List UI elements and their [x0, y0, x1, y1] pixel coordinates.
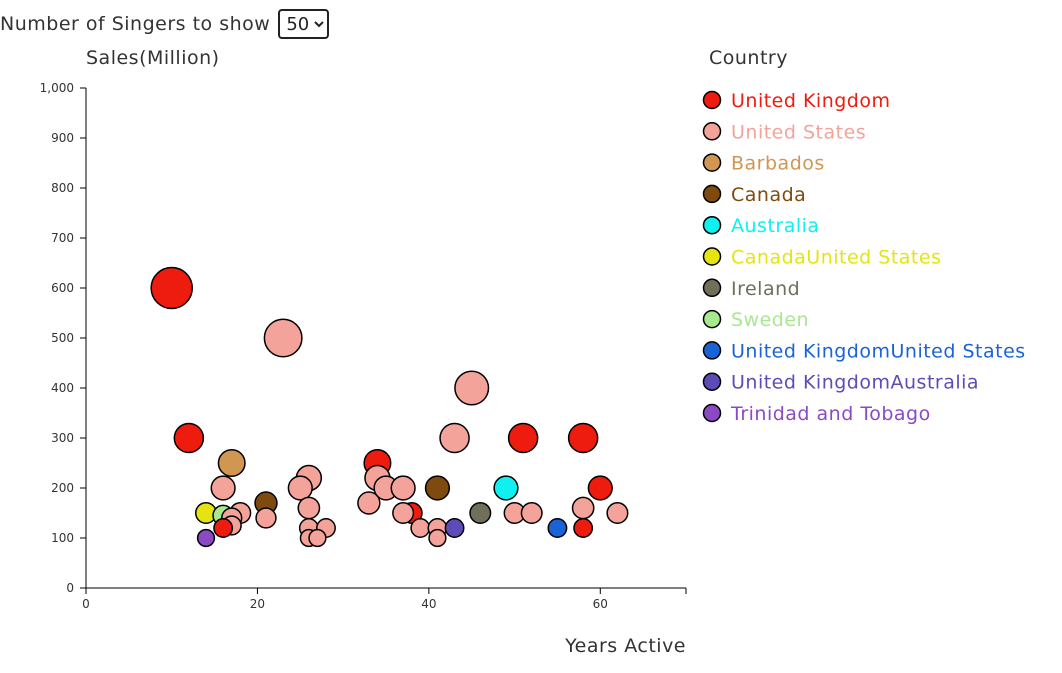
data-point[interactable]: [606, 501, 629, 525]
data-point[interactable]: [444, 518, 465, 538]
x-axis-title: Years Active: [564, 635, 686, 657]
y-axis: 0 100 200 300 400 500 600 700 800 900 1,000: [40, 81, 87, 595]
x-axis: 0 20 40 60: [82, 587, 687, 611]
x-tick-label: 0: [82, 597, 90, 611]
data-point[interactable]: [150, 266, 194, 310]
legend-swatch: [702, 309, 722, 329]
singers-count-label: Number of Singers to show: [0, 13, 271, 35]
data-point[interactable]: [428, 528, 447, 548]
legend: Country United KingdomUnited StatesBarba…: [702, 47, 1026, 425]
data-point[interactable]: [392, 501, 415, 525]
x-tick-label: 60: [593, 597, 608, 611]
legend-item-label[interactable]: United KingdomUnited States: [731, 340, 1026, 362]
data-point[interactable]: [520, 501, 543, 525]
y-tick-label: 800: [51, 181, 74, 195]
singers-count-select[interactable]: 50: [278, 9, 330, 39]
data-point[interactable]: [173, 422, 205, 454]
x-tick-label: 20: [250, 597, 265, 611]
legend-title: Country: [709, 47, 788, 69]
y-tick-label: 700: [51, 231, 74, 245]
legend-swatch: [702, 90, 722, 110]
legend-swatch: [702, 278, 722, 298]
legend-swatch: [702, 153, 722, 172]
legend-swatch: [702, 403, 722, 423]
data-point[interactable]: [469, 501, 492, 525]
singers-count-control: Number of Singers to show 50: [0, 8, 330, 40]
data-point[interactable]: [454, 370, 490, 406]
data-point[interactable]: [493, 475, 519, 501]
y-tick-label: 300: [51, 431, 74, 445]
legend-item-label[interactable]: Ireland: [731, 278, 800, 300]
data-point[interactable]: [196, 528, 216, 548]
x-tick-label: 40: [421, 597, 436, 611]
legend-swatch: [702, 372, 722, 391]
data-point[interactable]: [587, 475, 613, 501]
data-point[interactable]: [357, 491, 381, 515]
legend-swatch: [702, 122, 722, 141]
data-point[interactable]: [571, 496, 595, 520]
legend-swatch: [702, 215, 722, 235]
legend-item-label[interactable]: United States: [731, 121, 866, 143]
data-point[interactable]: [308, 528, 327, 548]
data-points: [150, 266, 629, 548]
legend-item-label[interactable]: United Kingdom: [731, 90, 891, 112]
data-point[interactable]: [217, 448, 246, 478]
y-tick-label: 500: [51, 331, 74, 345]
data-point[interactable]: [263, 318, 303, 358]
data-point[interactable]: [573, 518, 594, 538]
data-point[interactable]: [567, 422, 599, 454]
data-point[interactable]: [390, 475, 416, 501]
legend-item-label[interactable]: Australia: [731, 215, 820, 237]
data-point[interactable]: [439, 422, 470, 454]
data-point[interactable]: [287, 475, 313, 501]
data-point[interactable]: [297, 496, 321, 520]
data-point[interactable]: [410, 518, 431, 538]
data-point[interactable]: [547, 518, 568, 538]
y-tick-label: 900: [51, 131, 74, 145]
legend-item-label[interactable]: Trinidad and Tobago: [730, 403, 931, 425]
legend-swatch: [702, 341, 722, 360]
y-tick-label: 1,000: [40, 81, 74, 95]
data-point[interactable]: [507, 422, 539, 454]
legend-item-label[interactable]: Canada: [731, 184, 806, 206]
legend-item-label[interactable]: CanadaUnited States: [731, 247, 941, 269]
legend-item-label[interactable]: United KingdomAustralia: [731, 372, 979, 394]
data-point[interactable]: [255, 507, 277, 529]
y-tick-label: 0: [66, 581, 74, 595]
legend-item-label[interactable]: Sweden: [731, 309, 809, 331]
legend-swatch: [702, 184, 722, 204]
y-tick-label: 100: [51, 531, 74, 545]
y-axis-title: Sales(Million): [86, 47, 220, 69]
y-tick-label: 400: [51, 381, 74, 395]
legend-item-label[interactable]: Barbados: [731, 153, 825, 175]
data-point[interactable]: [213, 518, 234, 538]
y-tick-label: 600: [51, 281, 74, 295]
y-tick-label: 200: [51, 481, 74, 495]
data-point[interactable]: [210, 475, 236, 501]
data-point[interactable]: [424, 475, 451, 501]
legend-swatch: [702, 247, 722, 266]
